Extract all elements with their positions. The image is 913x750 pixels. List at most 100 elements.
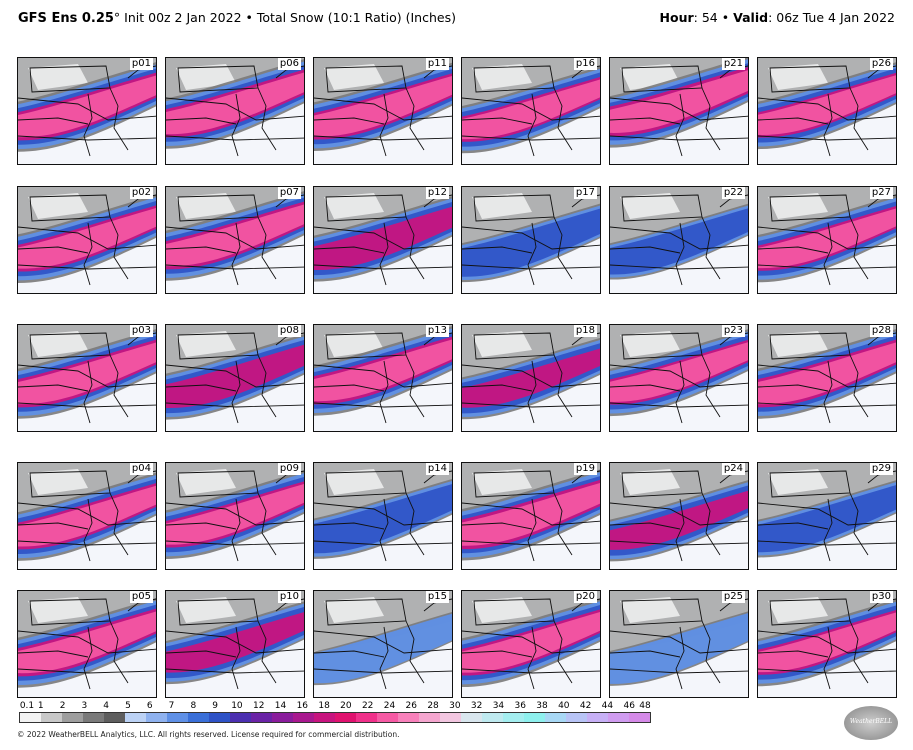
state-boundary [701, 216, 721, 280]
colorbar-tick: 3 [81, 701, 88, 711]
state-boundary [610, 668, 748, 674]
snow-band-pink [18, 342, 156, 405]
state-boundary [18, 226, 156, 250]
colorbar-tick: 48 [639, 701, 651, 711]
member-label: p13 [425, 325, 449, 337]
colorbar-tick: 34 [492, 701, 505, 711]
state-boundary [18, 522, 89, 530]
snow-band-blue [314, 613, 452, 684]
ensemble-panel: p27 [757, 186, 897, 294]
no-snow-area [620, 469, 680, 495]
state-boundary [405, 620, 425, 684]
state-boundary [849, 87, 869, 151]
state-boundary [610, 502, 748, 526]
colorbar-swatch [314, 713, 335, 722]
state-boundary [18, 668, 156, 674]
snow-band-blue [610, 613, 748, 684]
colorbar-tick: 40 [558, 701, 570, 711]
snowfall-map [314, 463, 452, 562]
member-label: p19 [573, 463, 597, 475]
colorbar-tick: 2 [59, 701, 66, 711]
state-boundary [83, 360, 93, 424]
state-boundary [553, 87, 573, 151]
state-boundary [379, 222, 389, 286]
member-label: p10 [277, 591, 301, 603]
colorbar-tick: 8 [190, 701, 197, 711]
snowfall-map [610, 591, 748, 690]
colorbar-tick: 10 [231, 701, 243, 711]
state-boundary [527, 222, 537, 286]
member-label: p12 [425, 187, 449, 199]
state-boundary [701, 354, 721, 418]
colorbar-swatch [608, 713, 629, 722]
member-label: p25 [721, 591, 745, 603]
colorbar-swatch [629, 713, 650, 722]
state-boundary [314, 226, 452, 250]
no-snow-area [620, 331, 680, 357]
colorbar-swatch [524, 713, 545, 722]
no-snow-area [28, 597, 88, 623]
state-boundary [675, 93, 685, 157]
colorbar-swatch [62, 713, 83, 722]
snow-band-pink [462, 483, 600, 546]
member-label: p05 [129, 591, 153, 603]
snowfall-map [758, 325, 896, 424]
ensemble-panel: p07 [165, 186, 305, 294]
state-boundary [314, 264, 452, 270]
colorbar-swatch [482, 713, 503, 722]
state-boundary [462, 226, 600, 250]
colorbar-swatch [587, 713, 608, 722]
state-boundary [405, 216, 425, 280]
no-snow-area [28, 331, 88, 357]
no-snow-area [472, 331, 532, 357]
state-boundary [109, 492, 129, 556]
snowfall-map [314, 187, 452, 286]
state-boundary [83, 93, 93, 157]
ensemble-panel: p01 [17, 57, 157, 165]
snowfall-map [18, 325, 156, 424]
state-boundary [18, 264, 156, 270]
state-boundary [553, 216, 573, 280]
state-boundary [823, 93, 833, 157]
snow-band-pink [18, 611, 156, 674]
model-name: GFS Ens 0.25 [18, 11, 114, 26]
colorbar-tick: 1 [37, 701, 44, 711]
ensemble-panel: p25 [609, 590, 749, 698]
state-boundary [527, 626, 537, 690]
state-boundary [462, 264, 600, 270]
member-label: p27 [869, 187, 893, 199]
state-boundary [701, 492, 721, 556]
state-boundary [758, 97, 896, 121]
state-boundary [231, 222, 241, 286]
colorbar-tick: 36 [514, 701, 526, 711]
state-boundary [462, 246, 533, 254]
state-boundary [166, 522, 237, 530]
colorbar-swatch [167, 713, 188, 722]
ensemble-panel: p08 [165, 324, 305, 432]
colorbar-swatch [104, 713, 125, 722]
state-boundary [18, 502, 156, 526]
snowfall-map [314, 325, 452, 424]
state-boundary [109, 87, 129, 151]
snowfall-map [166, 591, 304, 690]
colorbar-swatch [335, 713, 356, 722]
colorbar-tick: 9 [212, 701, 218, 711]
colorbar-tick: 5 [125, 701, 131, 711]
state-boundary [231, 626, 241, 690]
state-boundary [257, 620, 277, 684]
state-boundary [758, 650, 829, 658]
state-boundary [257, 87, 277, 151]
product-name: Total Snow (10:1 Ratio) (Inches) [256, 10, 456, 25]
ensemble-panel: p02 [17, 186, 157, 294]
snowfall-map [610, 58, 748, 157]
colorbar-swatch [272, 713, 293, 722]
ensemble-panel: p19 [461, 462, 601, 570]
colorbar-swatch [293, 713, 314, 722]
colorbar-swatch [545, 713, 566, 722]
ensemble-member-grid: p01 p06 p11 p16 p21 p26 p02 p07 p12 p17 p22 p27 p03 p… [17, 57, 897, 698]
state-boundary [527, 498, 537, 562]
state-boundary [18, 246, 89, 254]
state-boundary [462, 97, 600, 121]
state-boundary [610, 630, 748, 654]
state-boundary [610, 226, 748, 250]
